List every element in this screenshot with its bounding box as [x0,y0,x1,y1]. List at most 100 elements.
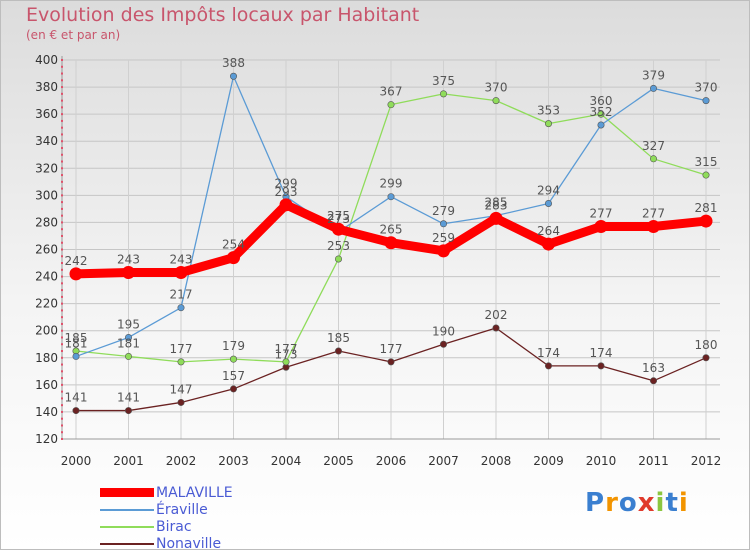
y-minor-tick [61,350,63,353]
data-label: 163 [642,361,665,375]
data-point [122,266,135,280]
legend-item-birac: Birac [100,518,233,535]
data-point [174,266,188,280]
data-point [72,407,80,415]
data-label: 294 [537,183,560,197]
data-point [387,101,395,109]
y-minor-tick [61,86,63,89]
chart-subtitle: (en € et par an) [26,28,121,42]
y-minor-tick [61,410,63,413]
y-minor-tick [61,356,63,359]
legend-label: Éraville [156,501,208,518]
data-point [542,237,555,251]
data-label: 177 [380,342,403,356]
legend-swatch [100,508,154,511]
x-tick-label: 2002 [166,454,197,468]
y-minor-tick [61,187,63,190]
data-label: 293 [275,185,298,199]
y-minor-tick [61,174,63,177]
y-minor-tick [61,316,63,319]
data-point [177,398,185,406]
y-minor-tick [61,255,63,258]
data-point [647,219,660,233]
data-label: 273 [327,212,350,226]
y-minor-tick [61,221,63,224]
legend-label: Nonaville [156,535,222,552]
legend: MALAVILLE Éraville Birac Nonaville [100,484,233,552]
data-label: 190 [432,324,455,338]
x-tick-label: 2001 [113,454,144,468]
data-label: 352 [590,105,613,119]
y-minor-tick [61,65,63,68]
y-minor-tick [61,438,63,440]
data-point [177,358,185,366]
data-point [702,354,710,362]
y-minor-tick [61,146,63,149]
data-point [439,340,447,348]
y-minor-tick [61,262,63,265]
data-label: 254 [222,238,245,252]
data-point [72,352,80,360]
data-point [649,155,657,163]
y-tick-label: 400 [35,53,58,67]
data-point [597,362,605,370]
data-point [594,219,608,233]
legend-swatch [100,525,154,528]
data-label: 279 [432,204,455,218]
y-minor-tick [61,343,63,346]
data-label: 174 [537,346,560,360]
y-tick-label: 300 [35,188,58,202]
data-label: 253 [327,239,350,253]
data-label: 353 [537,104,560,118]
logo-letter: P [585,488,606,518]
data-label: 285 [485,196,508,210]
y-minor-tick [61,92,63,95]
data-label: 379 [642,68,665,82]
y-minor-tick [61,336,63,339]
legend-swatch [100,488,154,497]
data-label: 185 [65,331,88,345]
data-point [437,244,450,258]
x-tick-label: 2004 [271,454,302,468]
y-minor-tick [61,167,63,170]
data-label: 202 [485,308,508,322]
y-minor-tick [61,194,63,197]
logo-letter: o [618,488,638,518]
legend-swatch [100,542,154,545]
data-label: 375 [432,74,455,88]
data-label: 217 [170,288,193,302]
y-tick-label: 280 [35,215,58,229]
data-point [597,121,605,129]
data-label: 259 [432,231,455,245]
data-label: 173 [275,347,298,361]
data-point [125,333,133,341]
data-label: 265 [380,223,403,237]
y-minor-tick [61,106,63,109]
y-tick-label: 260 [35,243,58,257]
y-minor-tick [61,153,63,156]
y-tick-label: 320 [35,161,58,175]
data-label: 277 [590,206,613,220]
data-point [230,355,238,363]
y-minor-tick [61,228,63,231]
data-point [227,251,240,265]
data-label: 315 [695,155,718,169]
y-minor-tick [61,207,63,210]
x-tick-label: 2011 [638,454,669,468]
data-point [125,407,133,415]
y-minor-tick [61,72,63,75]
y-tick-label: 380 [35,80,58,94]
y-minor-tick [61,275,63,278]
data-label: 177 [275,342,298,356]
y-minor-tick [61,79,63,82]
data-point [384,236,398,250]
y-minor-tick [61,126,63,129]
data-label: 283 [485,198,508,212]
y-minor-tick [61,248,63,251]
y-minor-tick [61,113,63,116]
logo-letter: i [655,488,666,518]
data-label: 370 [695,81,718,95]
y-minor-tick [61,390,63,393]
y-tick-label: 180 [35,351,58,365]
